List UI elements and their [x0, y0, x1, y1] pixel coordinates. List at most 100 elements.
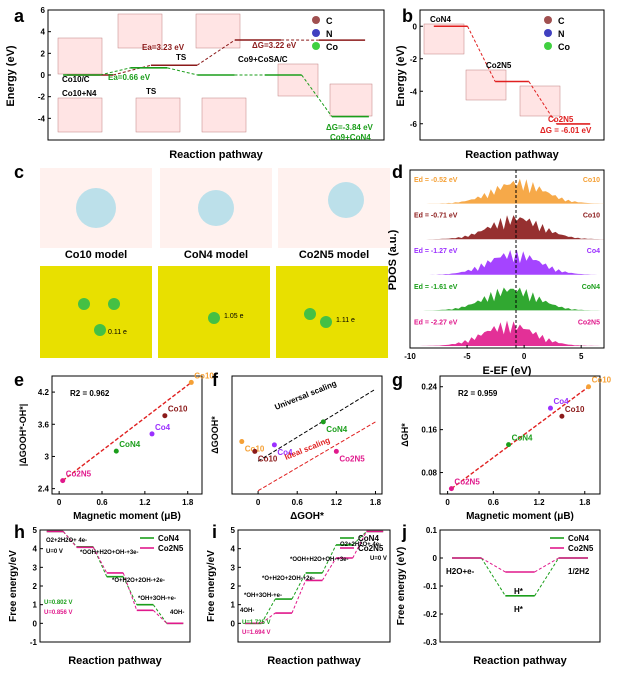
y-tick-label: 4	[41, 28, 46, 37]
structure-thumbnail	[466, 70, 506, 100]
connector	[153, 605, 167, 624]
annotation: Co2N5	[548, 115, 574, 124]
y-tick-label: 4	[33, 545, 38, 554]
panel-letter-j: j	[401, 522, 407, 542]
panel-c: c Co10 model CoN4 model Co2N5 model 0.11…	[14, 162, 390, 358]
structure-thumbnail	[424, 24, 464, 54]
data-point	[150, 431, 155, 436]
co-atom-icon	[94, 324, 106, 336]
data-point	[548, 406, 553, 411]
charge-map-co2n5	[276, 266, 388, 358]
annotation: *O+H2O+2OH-+2e-	[112, 578, 165, 584]
point-label: Co10	[565, 405, 585, 414]
data-point	[114, 449, 119, 454]
d-band-center-label: Ed = -1.27 eV	[414, 248, 458, 255]
structure-thumbnail	[330, 84, 372, 116]
y-tick-label: 0.1	[426, 526, 438, 535]
y-tick-label: -2	[410, 55, 418, 64]
legend-label: CoN4	[158, 534, 179, 543]
data-point	[586, 384, 591, 389]
point-label: Co4	[155, 423, 171, 432]
panel-h-xlabel: Reaction pathway	[68, 655, 162, 667]
panel-f-ylabel: ΔGOOH*	[210, 416, 220, 454]
panel-d-ylabel: PDOS (a.u.)	[387, 229, 399, 290]
legend-N: N	[326, 29, 333, 39]
annotation: Co9+CoN4	[330, 133, 371, 142]
limiting-potential-label: U=0.802 V	[44, 600, 73, 606]
y-tick-label: 5	[33, 526, 38, 535]
annotation: 4OH-	[240, 608, 254, 614]
data-point	[189, 380, 194, 385]
panel-i-xlabel: Reaction pathway	[267, 655, 361, 667]
x-tick-label: 5	[579, 352, 584, 361]
data-point	[321, 419, 326, 424]
y-tick-label: 1	[231, 601, 236, 610]
panel-d-xlabel: E-EF (eV)	[483, 365, 532, 377]
connector	[535, 558, 559, 572]
y-tick-label: 2	[231, 582, 236, 591]
point-label: CoN4	[326, 425, 347, 434]
series-label: CoN4	[582, 284, 600, 291]
panel-b: b 0-2-4-6 Energy (eV) Reaction pathway C…	[395, 6, 604, 161]
d-band-center-label: Ed = -0.52 eV	[414, 177, 458, 184]
legend-Co-icon	[312, 42, 320, 50]
legend-label: Co2N5	[568, 544, 594, 553]
panel-f-xlabel: ΔGOH*	[290, 511, 324, 522]
y-tick-label: -4	[38, 114, 46, 123]
x-tick-label: 0	[57, 498, 62, 507]
charge-isosurface	[328, 182, 364, 218]
y-tick-label: -1	[30, 638, 38, 647]
y-tick-label: 1	[33, 601, 38, 610]
point-label: CoN4	[512, 434, 533, 443]
legend-Co-icon	[544, 42, 552, 50]
co-atom-icon	[108, 298, 120, 310]
d-band-center-label: Ed = -0.71 eV	[414, 213, 458, 220]
pdos-area	[410, 288, 604, 311]
x-tick-label: 1.2	[139, 498, 151, 507]
y-tick-label: -4	[410, 87, 418, 96]
series-label: Co10	[583, 177, 600, 184]
legend-Co: Co	[326, 42, 338, 52]
panel-letter-g: g	[392, 370, 403, 390]
point-label: Co10	[168, 405, 188, 414]
x-tick-label: -10	[404, 352, 416, 361]
series-label: Co4	[587, 248, 600, 255]
y-tick-label: 2.4	[38, 485, 50, 494]
annotation: *OH+3OH-+e-	[244, 593, 282, 599]
annotation: Ea=3.23 eV	[142, 43, 185, 52]
data-point	[506, 442, 511, 447]
legend-Co: Co	[558, 42, 570, 52]
x-tick-label: 1.2	[331, 498, 343, 507]
panel-letter-f: f	[212, 370, 219, 390]
y-tick-label: 0	[33, 619, 38, 628]
annotation: Ea=0.66 eV	[108, 73, 151, 82]
data-point	[162, 413, 167, 418]
y-tick-label: 5	[231, 526, 236, 535]
legend-N: N	[558, 29, 565, 39]
annotation: *OOH+H2O+OH-+3e-	[290, 557, 349, 563]
panel-e-ylabel: |ΔGOOH*-OH*|	[18, 404, 28, 467]
annotation: 1/2H2	[568, 567, 590, 576]
annotation: U=0 V	[46, 549, 63, 555]
panel-i-ylabel: Free energy/eV	[206, 550, 217, 622]
point-label: Co10	[258, 454, 278, 463]
y-tick-label: 0	[433, 554, 438, 563]
y-tick-label: -0.1	[423, 582, 437, 591]
panel-j-xlabel: Reaction pathway	[473, 655, 567, 667]
panel-letter-b: b	[402, 6, 413, 26]
panel-letter-i: i	[212, 522, 217, 542]
annotation: 4OH-	[170, 610, 184, 616]
x-tick-label: 0.6	[96, 498, 108, 507]
x-tick-label: -5	[463, 352, 471, 361]
charge-label: 1.11 e	[336, 317, 355, 324]
structure-thumbnail	[58, 98, 102, 132]
annotation: ΔG=-3.84 eV	[326, 123, 374, 132]
annotation: Co10/C	[62, 75, 90, 84]
data-point	[239, 439, 244, 444]
y-tick-label: 3.6	[38, 420, 50, 429]
r2-label: R2 = 0.962	[70, 389, 110, 398]
